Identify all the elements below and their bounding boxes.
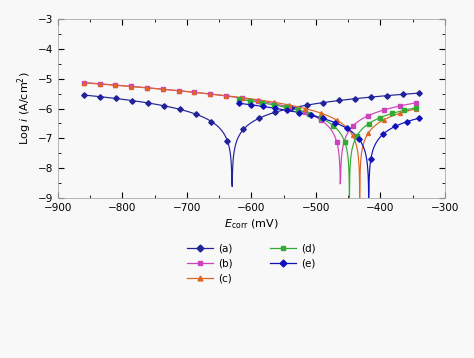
X-axis label: $E_\mathrm{corr}$ (mV): $E_\mathrm{corr}$ (mV) [224,217,279,231]
Legend: (a), (b), (c), (d), (e): (a), (b), (c), (d), (e) [183,239,319,288]
Y-axis label: Log $i$ (A/cm$^2$): Log $i$ (A/cm$^2$) [15,72,34,145]
